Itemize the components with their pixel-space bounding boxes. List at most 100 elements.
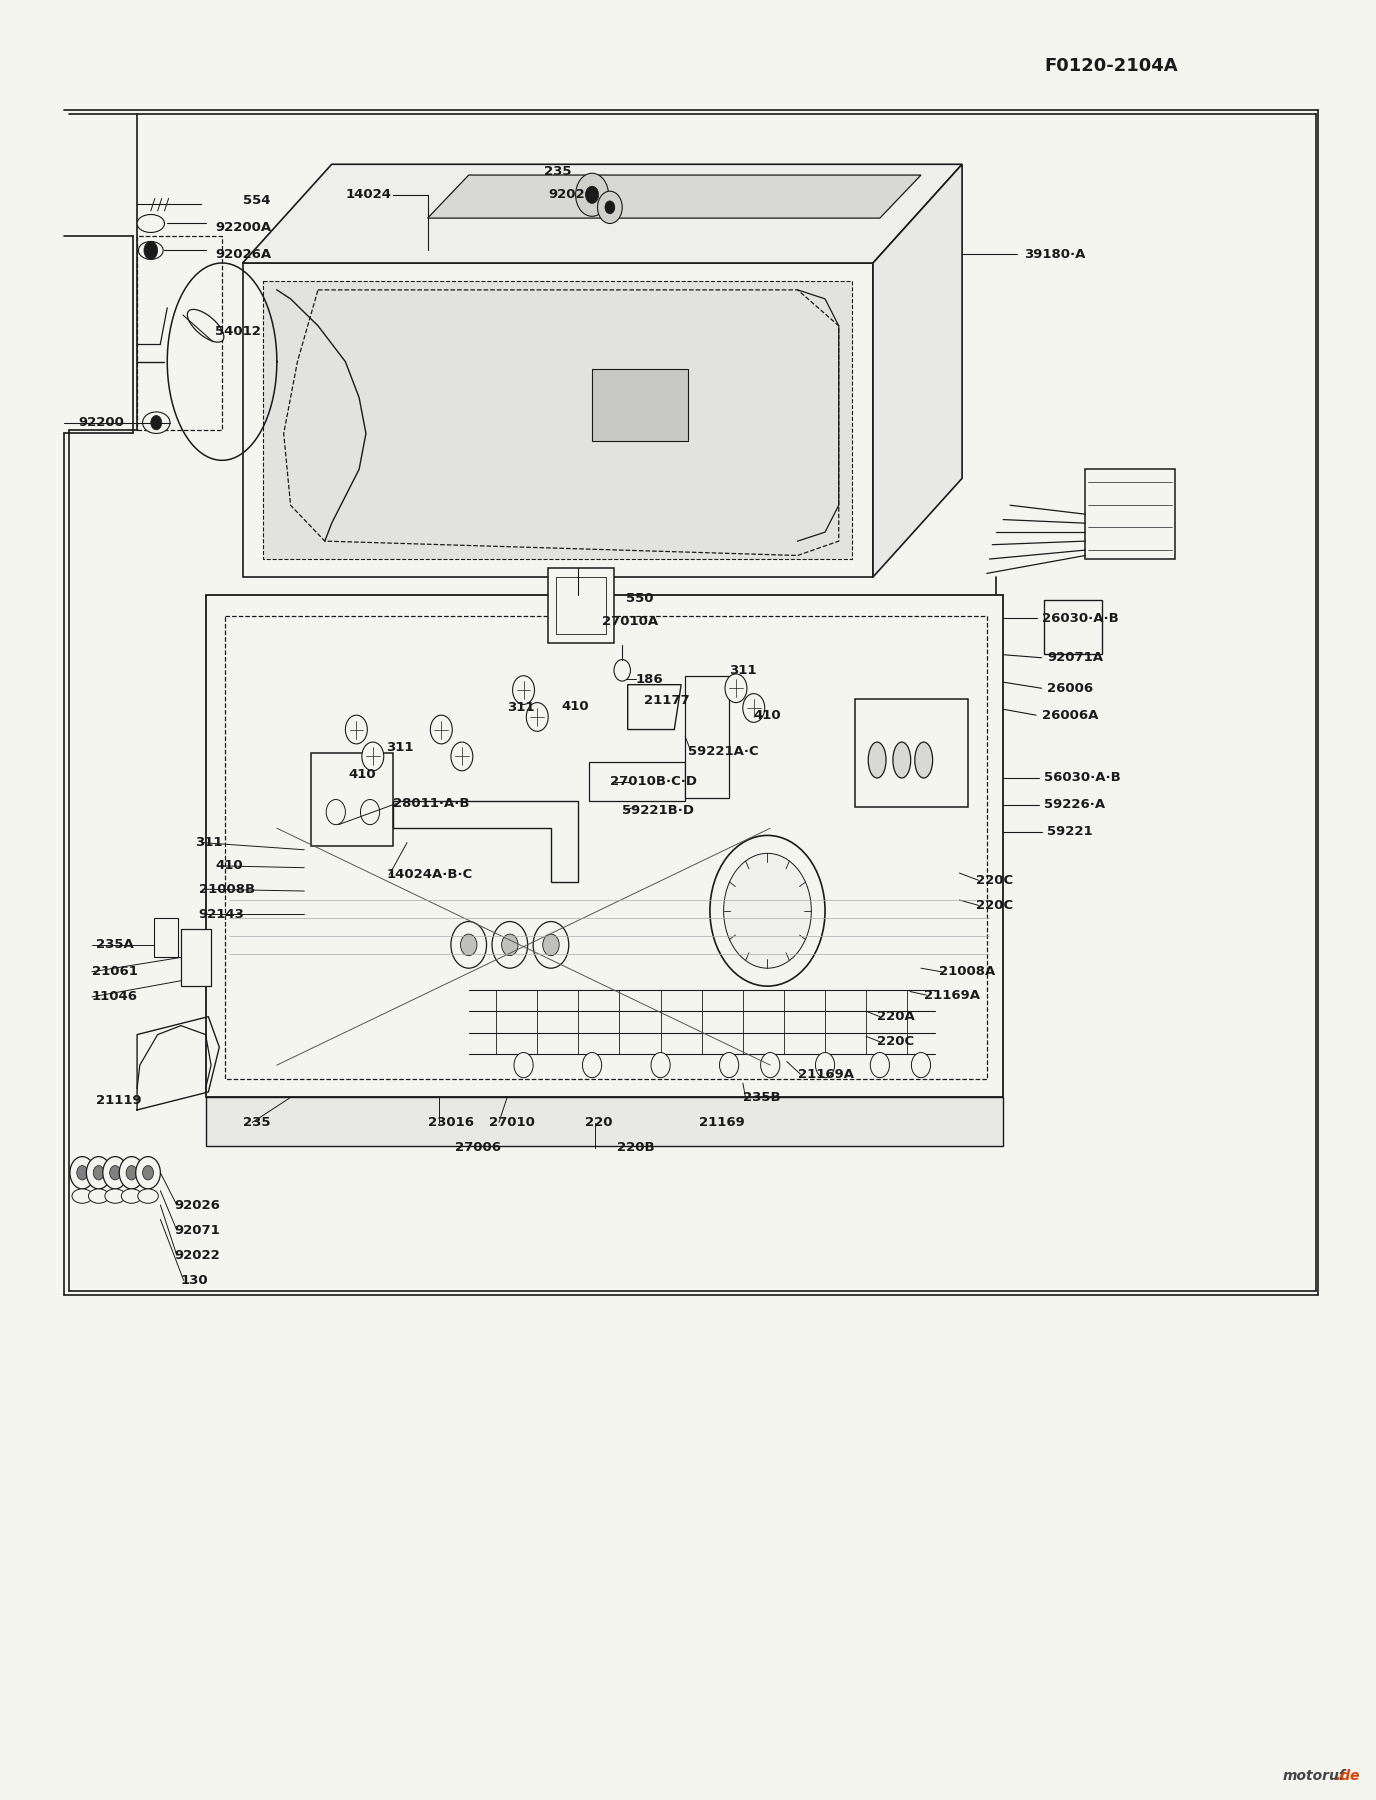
Text: 410: 410 (215, 859, 242, 873)
Text: 14024: 14024 (345, 189, 391, 202)
Polygon shape (627, 684, 681, 729)
Text: 59226·A: 59226·A (1044, 799, 1105, 812)
Bar (589, 761, 685, 801)
Circle shape (502, 934, 519, 956)
Text: .de: .de (1335, 1769, 1359, 1782)
Circle shape (103, 1157, 128, 1190)
Circle shape (451, 922, 487, 968)
Text: 92022: 92022 (175, 1249, 220, 1262)
Ellipse shape (868, 742, 886, 778)
Circle shape (575, 173, 608, 216)
Text: 27010B·C·D: 27010B·C·D (610, 776, 696, 788)
Circle shape (361, 799, 380, 824)
Text: 311: 311 (508, 702, 535, 715)
Text: 235: 235 (242, 1116, 270, 1129)
Polygon shape (242, 164, 962, 263)
Bar (311, 752, 394, 846)
Circle shape (326, 799, 345, 824)
Circle shape (614, 659, 630, 680)
Circle shape (542, 934, 559, 956)
Circle shape (725, 673, 747, 702)
Circle shape (605, 202, 615, 214)
Text: 311: 311 (729, 664, 757, 677)
Ellipse shape (72, 1190, 92, 1202)
Bar (154, 918, 179, 958)
Bar (180, 929, 211, 986)
Text: F0120-2104A: F0120-2104A (1044, 56, 1178, 74)
Text: 130: 130 (180, 1274, 209, 1287)
Circle shape (911, 1053, 930, 1078)
Bar (548, 569, 614, 643)
Text: 21177: 21177 (644, 695, 689, 707)
Text: 21119: 21119 (96, 1094, 142, 1107)
Ellipse shape (121, 1190, 142, 1202)
Text: 92143: 92143 (198, 907, 245, 922)
Text: 28011·A·B: 28011·A·B (394, 797, 469, 810)
Bar (1086, 470, 1175, 560)
Text: 26006: 26006 (1047, 682, 1093, 695)
Polygon shape (428, 175, 921, 218)
Text: 14024A·B·C: 14024A·B·C (387, 868, 473, 882)
Text: 26030·A·B: 26030·A·B (1042, 612, 1119, 625)
Circle shape (87, 1157, 111, 1190)
Ellipse shape (915, 742, 933, 778)
Text: 39180·A: 39180·A (1024, 247, 1086, 261)
Text: 23016: 23016 (428, 1116, 473, 1129)
Text: 26006A: 26006A (1042, 709, 1098, 722)
Circle shape (127, 1166, 138, 1181)
Text: 220: 220 (585, 1116, 612, 1129)
Circle shape (77, 1166, 88, 1181)
Circle shape (94, 1166, 105, 1181)
Circle shape (513, 675, 534, 704)
Bar (856, 698, 967, 806)
Circle shape (870, 1053, 889, 1078)
Bar (138, 236, 222, 430)
Text: 54012: 54012 (215, 324, 261, 338)
Circle shape (597, 191, 622, 223)
Bar (592, 369, 688, 441)
Circle shape (816, 1053, 835, 1078)
Polygon shape (872, 164, 962, 578)
Circle shape (120, 1157, 144, 1190)
Text: 92071A: 92071A (1047, 652, 1104, 664)
Text: 235: 235 (544, 166, 571, 178)
Text: 21008A: 21008A (938, 965, 995, 977)
Text: 21061: 21061 (92, 965, 138, 977)
Text: 11046: 11046 (92, 990, 138, 1003)
Circle shape (533, 922, 568, 968)
Ellipse shape (187, 310, 224, 342)
Circle shape (345, 715, 367, 743)
Text: 21169A: 21169A (798, 1067, 853, 1080)
Bar (556, 578, 605, 634)
Ellipse shape (138, 214, 165, 232)
Text: 92026A: 92026A (215, 247, 271, 261)
Circle shape (515, 1053, 533, 1078)
Circle shape (143, 1166, 154, 1181)
Text: 554: 554 (242, 194, 270, 207)
Circle shape (70, 1157, 95, 1190)
Ellipse shape (143, 412, 171, 434)
Ellipse shape (893, 742, 911, 778)
Text: 92026: 92026 (548, 189, 594, 202)
Text: 410: 410 (561, 700, 589, 713)
Circle shape (651, 1053, 670, 1078)
Text: 56030·A·B: 56030·A·B (1044, 772, 1121, 785)
Text: 27010: 27010 (490, 1116, 535, 1129)
Text: 59221B·D: 59221B·D (622, 805, 695, 817)
Text: 186: 186 (636, 673, 663, 686)
Text: 220C: 220C (877, 1035, 914, 1048)
Circle shape (431, 715, 453, 743)
Text: 27006: 27006 (455, 1141, 501, 1154)
Text: 92071: 92071 (175, 1224, 220, 1237)
Polygon shape (394, 801, 578, 882)
Text: 220B: 220B (616, 1141, 655, 1154)
Bar (1044, 601, 1102, 653)
Text: 410: 410 (348, 769, 376, 781)
Circle shape (362, 742, 384, 770)
Bar (205, 1098, 1003, 1147)
Circle shape (151, 416, 162, 430)
Circle shape (720, 1053, 739, 1078)
Text: 92026: 92026 (175, 1199, 220, 1211)
Text: 235B: 235B (743, 1091, 780, 1103)
Circle shape (582, 1053, 601, 1078)
